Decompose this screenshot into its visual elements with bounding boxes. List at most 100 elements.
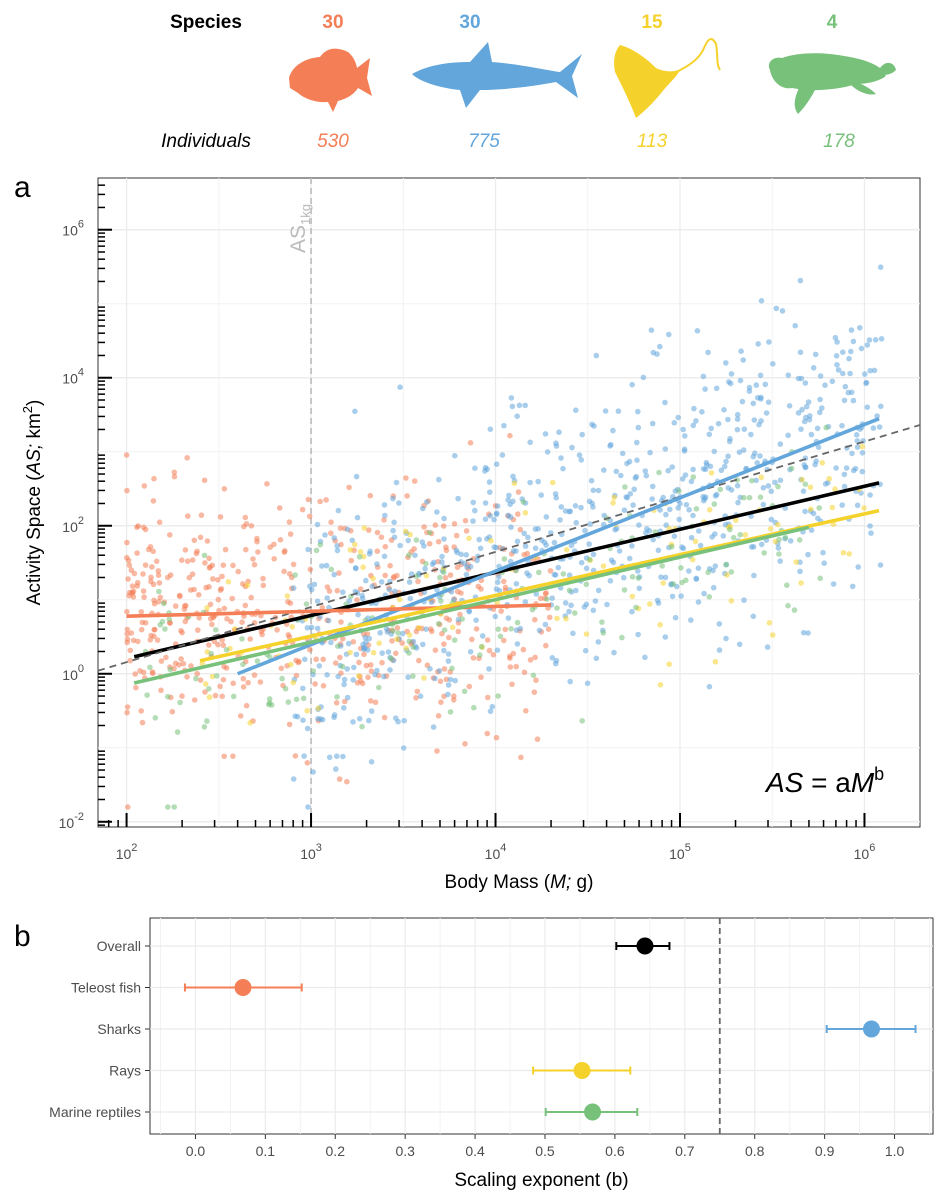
data-point [499, 452, 506, 458]
data-point [693, 575, 699, 582]
data-point [518, 754, 524, 761]
data-point [432, 675, 438, 682]
data-point [185, 513, 191, 519]
data-point [244, 582, 251, 588]
data-point [153, 558, 160, 565]
data-point [194, 670, 200, 677]
data-point [864, 404, 871, 411]
data-point [878, 403, 884, 410]
data-point [821, 560, 827, 566]
data-point [449, 665, 455, 672]
data-point [376, 684, 382, 691]
data-point [666, 331, 672, 338]
y-tick-exponent: 4 [78, 367, 84, 379]
data-point [486, 666, 492, 672]
data-point [688, 478, 695, 485]
data-point [466, 608, 473, 615]
data-point [584, 680, 591, 687]
data-point [619, 634, 625, 641]
data-point [125, 576, 131, 582]
data-point [277, 537, 284, 543]
data-point [419, 539, 426, 545]
data-point [319, 604, 326, 611]
data-point [573, 519, 579, 526]
data-point [553, 657, 560, 664]
data-point [501, 637, 507, 644]
data-point [204, 718, 210, 724]
data-point [470, 499, 477, 506]
data-point [287, 531, 294, 537]
data-point [595, 639, 602, 645]
data-point [706, 507, 713, 513]
data-point [323, 497, 329, 503]
data-point [572, 503, 579, 509]
data-point [522, 402, 528, 409]
data-point [184, 558, 191, 564]
data-point [320, 656, 327, 663]
data-point [217, 587, 224, 593]
data-point [737, 377, 744, 384]
data-point [416, 657, 422, 664]
data-point [675, 414, 681, 421]
data-point [777, 477, 784, 484]
equation-eq: = a [803, 767, 851, 798]
data-point [346, 484, 352, 491]
data-point [671, 533, 678, 539]
data-point [429, 628, 435, 635]
data-point [733, 517, 739, 523]
data-point [282, 685, 289, 692]
data-point [467, 440, 474, 446]
data-point [363, 577, 369, 584]
data-point [391, 519, 397, 526]
data-point [538, 492, 544, 498]
data-point [362, 634, 369, 641]
data-point [313, 656, 320, 663]
data-point [319, 716, 326, 723]
data-point [531, 689, 538, 695]
data-point [542, 621, 549, 628]
data-point [757, 372, 764, 379]
individuals-header: Individuals [161, 131, 251, 152]
data-point [242, 602, 249, 609]
data-point [611, 649, 617, 656]
data-point [656, 469, 662, 476]
data-point [150, 548, 156, 555]
data-point [251, 561, 258, 568]
data-point [734, 482, 741, 489]
data-point [392, 588, 398, 595]
data-point [557, 517, 563, 523]
data-point [267, 544, 274, 550]
data-point [154, 637, 161, 643]
data-point [353, 651, 360, 658]
data-point [151, 633, 157, 640]
data-point [352, 408, 358, 415]
data-point [470, 518, 476, 524]
data-point [506, 492, 512, 499]
data-point [257, 679, 264, 685]
data-point [366, 717, 372, 724]
data-point [710, 584, 717, 591]
data-point [228, 618, 234, 625]
data-point [573, 587, 579, 594]
equation-lhs: AS [764, 767, 804, 798]
data-point [397, 384, 403, 391]
data-point [357, 549, 364, 555]
data-point [381, 714, 388, 721]
data-point [599, 619, 605, 625]
data-point [144, 692, 150, 698]
data-point [207, 601, 214, 608]
data-point [441, 666, 448, 672]
data-point [795, 410, 802, 416]
data-point [766, 620, 773, 626]
data-point [427, 666, 433, 672]
data-point [567, 678, 573, 685]
data-point [377, 630, 384, 636]
data-point [334, 694, 340, 700]
data-point [403, 475, 409, 481]
data-point [445, 651, 452, 657]
data-point [726, 438, 733, 445]
species-header: Species [170, 12, 242, 33]
data-point [734, 416, 741, 423]
data-point [334, 753, 340, 759]
data-point [768, 488, 774, 495]
